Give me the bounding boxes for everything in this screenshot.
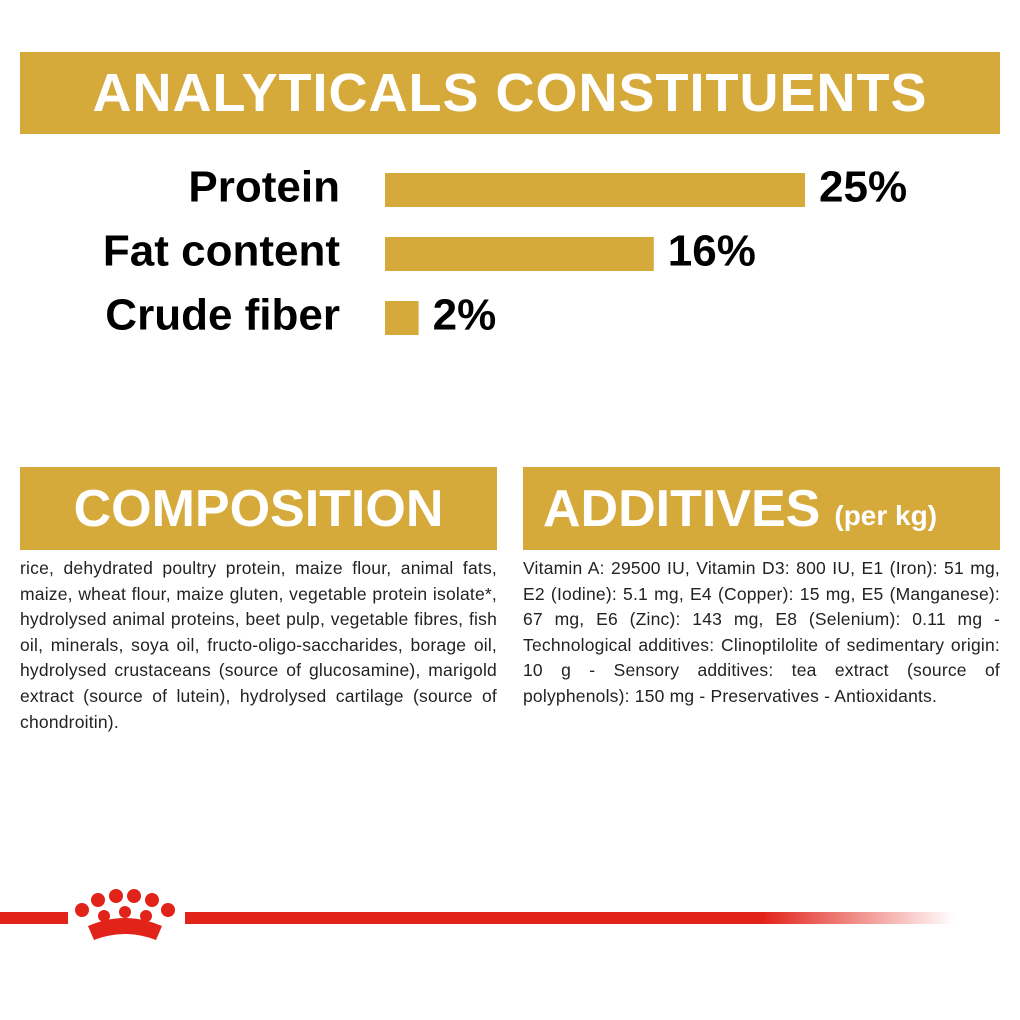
red-line [185, 912, 955, 924]
title-banner: ANALYTICALS CONSTITUENTS [20, 52, 1000, 134]
red-line [0, 912, 68, 924]
composition-text: rice, dehydrated poultry protein, maize … [20, 558, 497, 732]
bar [385, 237, 654, 271]
additives-subtitle: (per kg) [834, 499, 938, 531]
additives-banner: ADDITIVES (per kg) [523, 467, 1000, 550]
composition-title: COMPOSITION [73, 479, 444, 538]
value-label: 2% [433, 291, 497, 340]
value-label: 16% [668, 227, 756, 276]
additives-text: Vitamin A: 29500 IU, Vitamin D3: 800 IU,… [523, 558, 1000, 706]
chart: Protein 25% Fat content 16% Crude fiber 2% [103, 163, 907, 340]
chart-title: ANALYTICALS CONSTITUENTS [92, 63, 928, 123]
composition-banner: COMPOSITION [20, 467, 497, 550]
bar [385, 301, 419, 335]
bar [385, 173, 805, 207]
category-label: Fat content [103, 227, 340, 276]
value-label: 25% [819, 163, 907, 212]
crown [75, 889, 175, 940]
category-label: Protein [188, 163, 340, 212]
category-label: Crude fiber [105, 291, 340, 340]
additives-title: ADDITIVES [543, 479, 821, 538]
